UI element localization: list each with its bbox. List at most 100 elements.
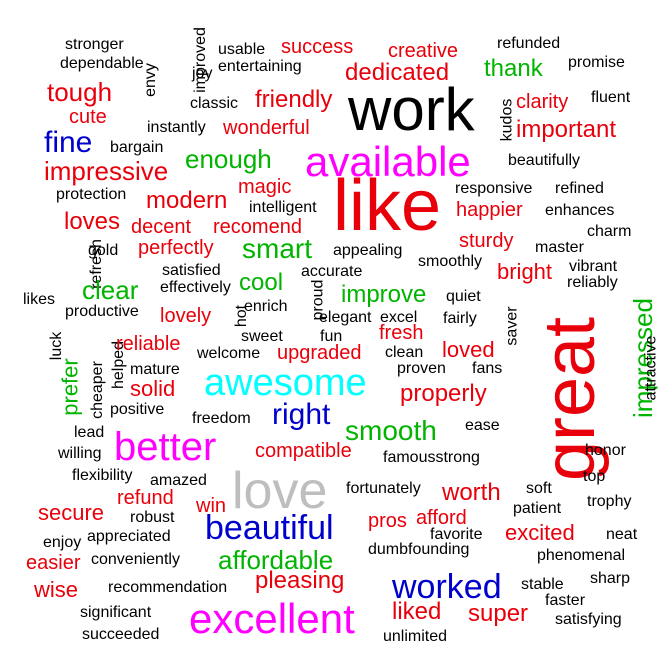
word-stable: stable xyxy=(521,576,564,593)
word-positive: positive xyxy=(110,401,165,418)
word-quiet: quiet xyxy=(446,288,481,305)
word-dedicated: dedicated xyxy=(345,59,450,86)
word-beautifully: beautifully xyxy=(508,152,581,169)
word-vibrant: vibrant xyxy=(569,258,618,275)
word-loved: loved xyxy=(442,337,495,362)
word-friendly: friendly xyxy=(255,86,333,113)
word-charm: charm xyxy=(587,223,632,240)
word-impressive: impressive xyxy=(44,156,169,186)
word-gold: gold xyxy=(88,242,119,259)
word-better: better xyxy=(114,425,217,469)
word-pleasing: pleasing xyxy=(255,567,345,594)
word-bright: bright xyxy=(497,259,553,284)
word-faster: faster xyxy=(545,592,586,609)
word-secure: secure xyxy=(38,500,105,525)
word-dependable: dependable xyxy=(60,55,144,72)
word-recommendation: recommendation xyxy=(108,579,228,596)
word-upgraded: upgraded xyxy=(277,342,362,364)
word-beautiful: beautiful xyxy=(205,509,334,547)
word-fine: fine xyxy=(44,126,93,159)
word-worked: worked xyxy=(392,568,502,606)
word-recomend: recomend xyxy=(213,216,302,238)
word-fortunately: fortunately xyxy=(346,480,421,497)
word-accurate: accurate xyxy=(301,263,363,280)
word-pros: pros xyxy=(368,510,407,532)
word-satisfying: satisfying xyxy=(555,611,622,628)
word-reliable: reliable xyxy=(116,333,181,355)
word-clarity: clarity xyxy=(516,91,569,113)
word-super: super xyxy=(468,600,529,627)
word-bargain: bargain xyxy=(110,139,164,156)
word-honor: honor xyxy=(585,442,626,459)
word-awesome: awesome xyxy=(204,362,367,404)
word-elegant: elegant xyxy=(319,309,372,326)
word-easier: easier xyxy=(26,552,81,574)
word-loves: loves xyxy=(64,208,121,235)
word-neat: neat xyxy=(606,526,638,543)
word-significant: significant xyxy=(80,604,152,621)
word-improve: improve xyxy=(341,281,427,308)
word-promise: promise xyxy=(568,54,625,71)
word-right: right xyxy=(272,398,331,431)
word-win: win xyxy=(196,495,227,517)
word-proven: proven xyxy=(397,360,446,377)
word-fluent: fluent xyxy=(591,89,631,106)
word-joy: joy xyxy=(192,65,213,82)
word-fairly: fairly xyxy=(443,310,477,327)
word-fans: fans xyxy=(472,360,503,377)
word-unlimited: unlimited xyxy=(383,628,448,645)
word-magic: magic xyxy=(238,176,292,198)
word-thank: thank xyxy=(484,55,543,82)
word-appealing: appealing xyxy=(333,242,403,259)
word-envy: envy xyxy=(141,63,159,97)
word-sweet: sweet xyxy=(241,328,283,345)
word-trophy: trophy xyxy=(587,493,632,510)
word-happier: happier xyxy=(456,199,523,221)
word-available: available xyxy=(305,138,471,185)
word-succeeded: succeeded xyxy=(82,626,160,643)
word-enrich: enrich xyxy=(244,298,288,315)
word-clear: clear xyxy=(82,275,139,305)
word-amazed: amazed xyxy=(150,472,207,489)
word-afford: afford xyxy=(416,507,467,529)
word-cheaper: cheaper xyxy=(88,361,106,419)
word-worth: worth xyxy=(442,479,501,506)
word-welcome: welcome xyxy=(197,345,261,362)
word-smooth: smooth xyxy=(345,415,437,446)
word-affordable: affordable xyxy=(218,545,334,575)
word-enhances: enhances xyxy=(545,202,615,219)
word-flexibility: flexibility xyxy=(72,467,133,484)
word-work: work xyxy=(348,76,475,143)
word-appreciated: appreciated xyxy=(87,528,171,545)
word-luck: luck xyxy=(48,331,66,361)
word-properly: properly xyxy=(400,380,487,407)
word-cool: cool xyxy=(239,269,284,296)
word-responsive: responsive xyxy=(455,180,533,197)
word-sturdy: sturdy xyxy=(459,230,514,252)
word-cute: cute xyxy=(69,106,107,128)
word-favorite: favorite xyxy=(430,526,483,543)
word-master: master xyxy=(535,239,584,256)
word-phenomenal: phenomenal xyxy=(537,547,626,564)
word-likes: likes xyxy=(23,291,56,308)
word-lead: lead xyxy=(74,424,105,441)
word-perfectly: perfectly xyxy=(138,237,214,259)
word-decent: decent xyxy=(131,216,192,238)
word-like: like xyxy=(333,166,442,246)
word-stronger: stronger xyxy=(65,36,124,53)
word-lovely: lovely xyxy=(160,305,212,327)
word-usable: usable xyxy=(218,41,266,58)
word-enough: enough xyxy=(185,144,272,174)
word-famousstrong: famousstrong xyxy=(383,449,480,466)
word-mature: mature xyxy=(130,361,180,378)
word-excellent: excellent xyxy=(189,595,355,642)
word-fresh: fresh xyxy=(379,322,424,344)
word-important: important xyxy=(516,116,617,143)
word-enjoy: enjoy xyxy=(43,534,82,551)
word-ease: ease xyxy=(465,417,500,434)
word-fun: fun xyxy=(320,328,343,345)
word-attractive: attractive xyxy=(642,335,660,401)
word-entertaining: entertaining xyxy=(218,58,302,75)
word-protection: protection xyxy=(56,186,127,203)
